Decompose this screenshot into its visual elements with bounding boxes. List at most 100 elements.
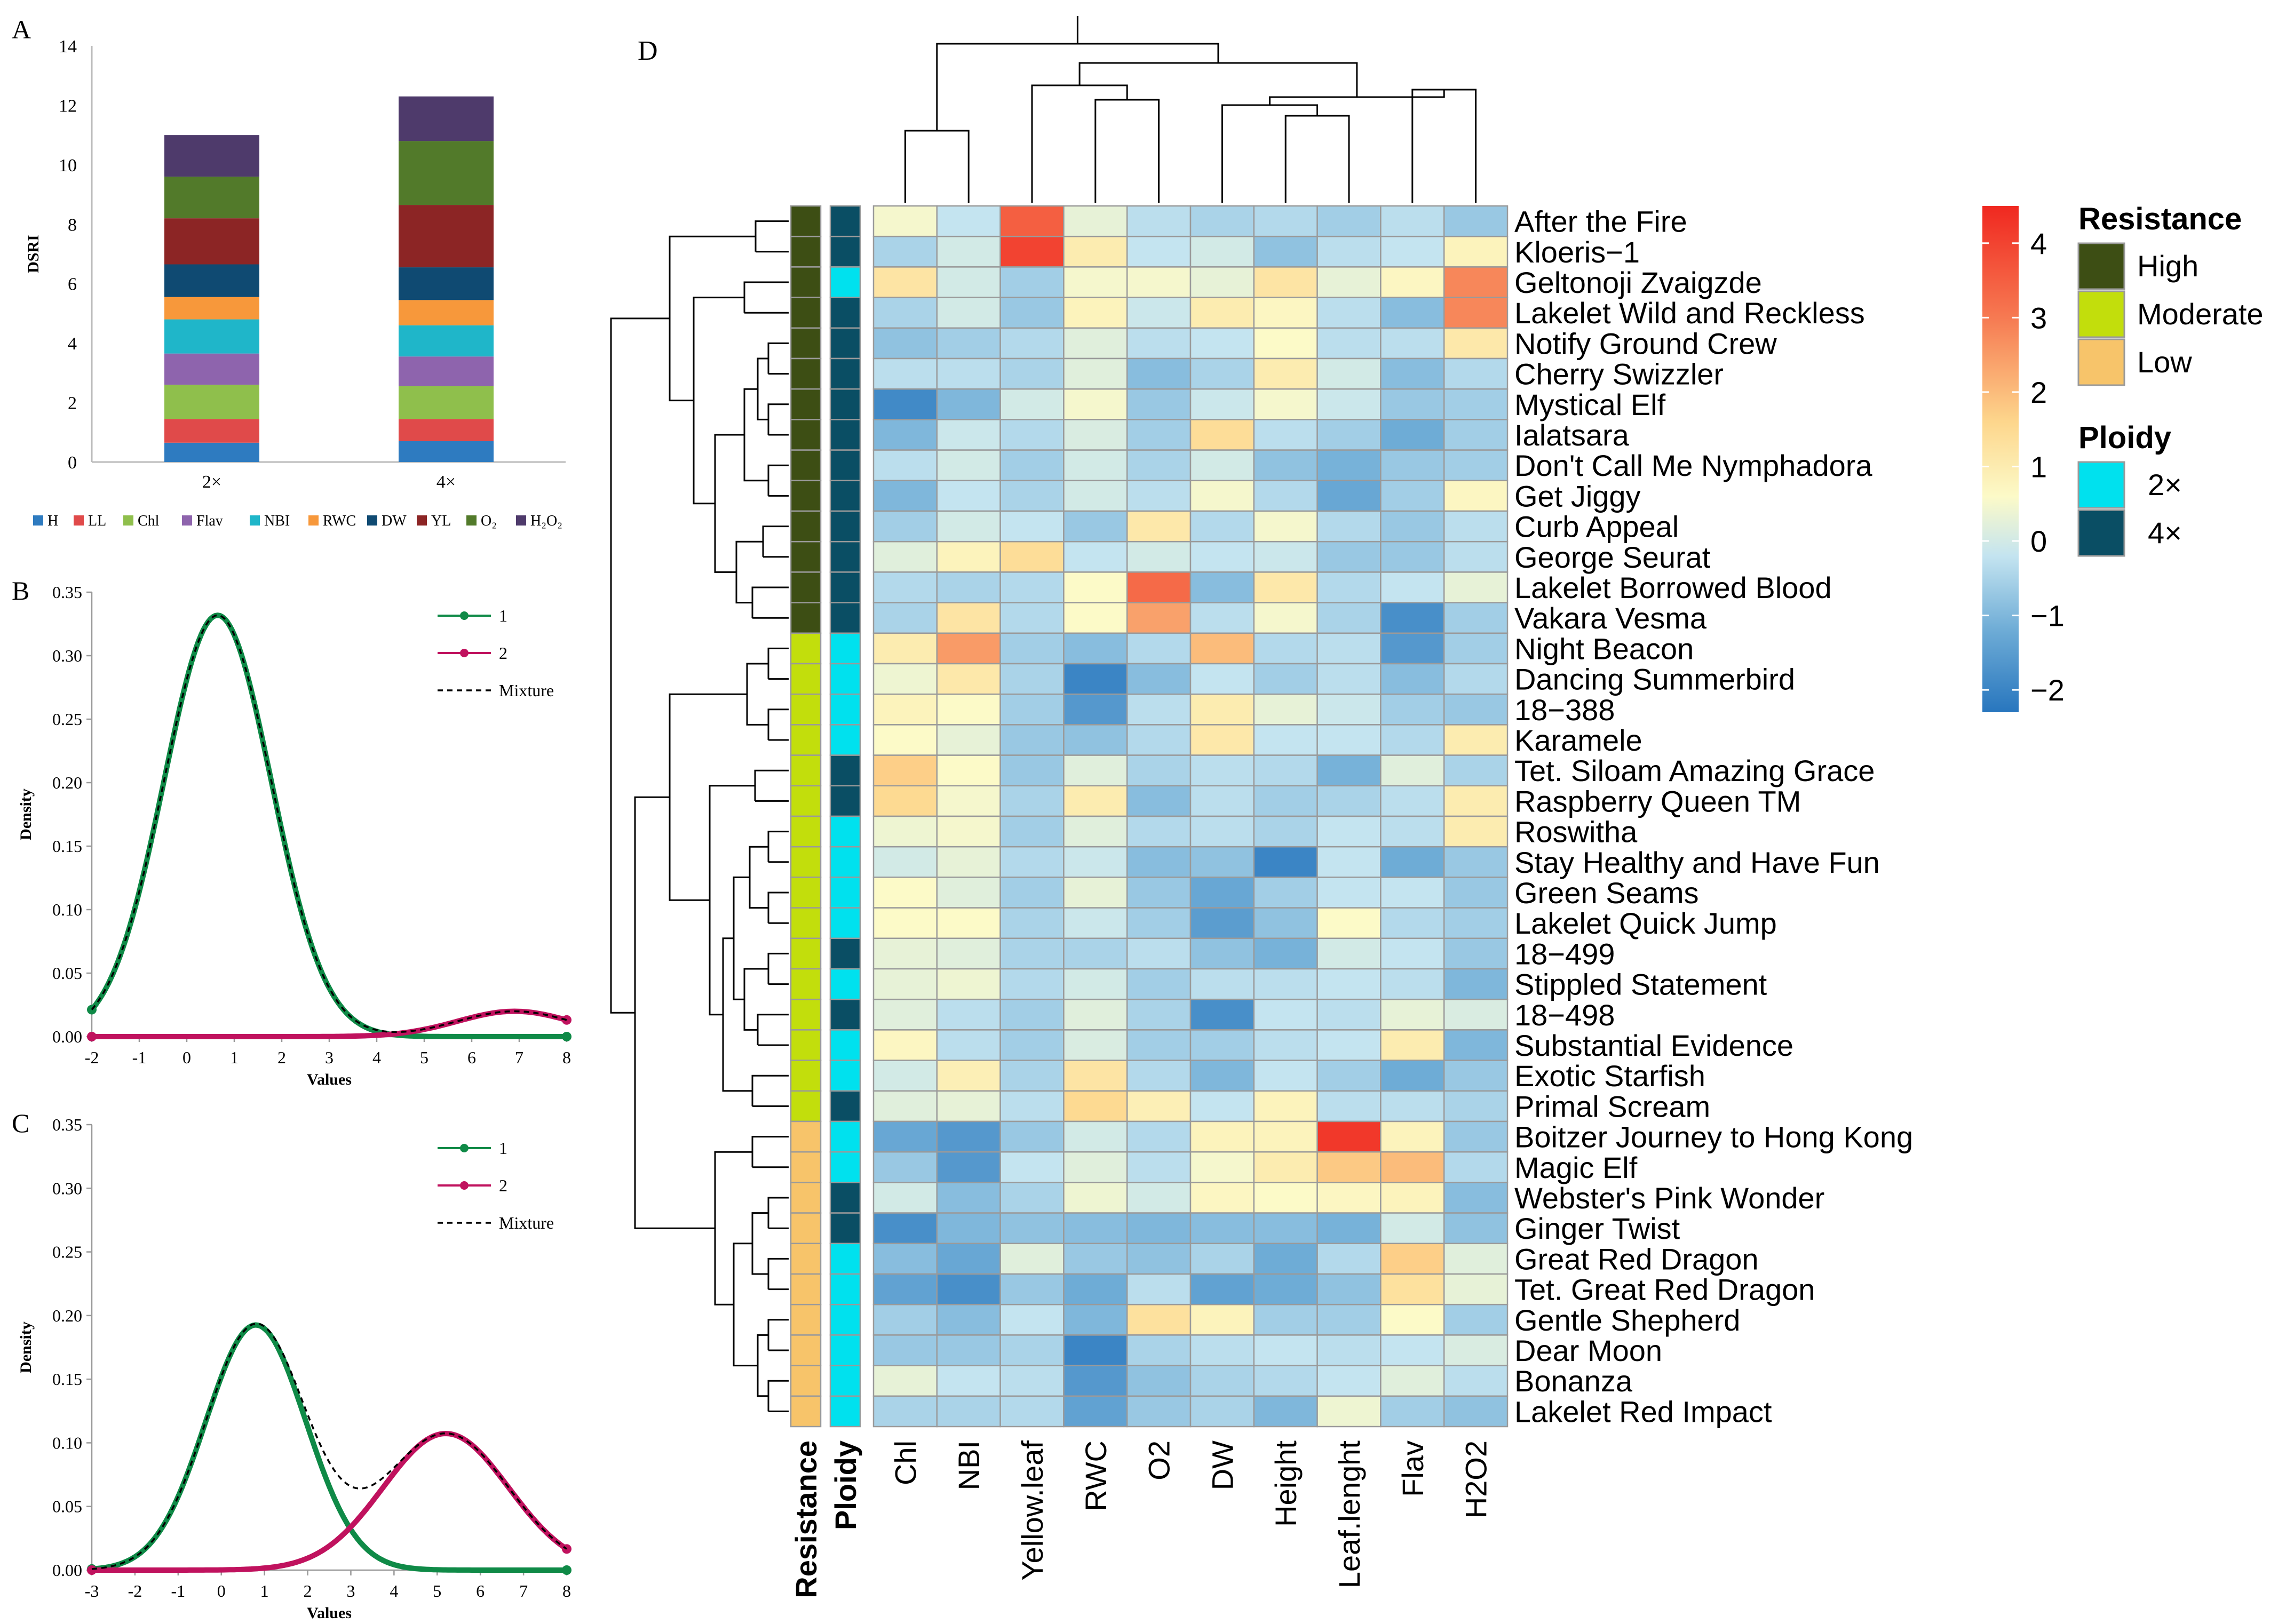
panel-c: C 0.00 0.05 0.10 0.15 0.20 0.25 0.30 0.35 -3 -2 -1 0… [12,1108,572,1622]
heatmap-cell [999,663,1065,695]
y-tick-label: 0.05 [52,964,82,983]
bar-segment-nbi [164,319,259,354]
heatmap-cell [936,357,1001,390]
row-dendrogram-branch [767,952,789,985]
column-label: H2O2 [1459,1440,1493,1518]
heatmap-cell [1189,327,1255,360]
heatmap-cell [1380,571,1445,603]
heatmap-cell [936,1334,1001,1366]
row-label: Notify Ground Crew [1514,327,1777,360]
heatmap-cell [1316,1273,1382,1305]
heatmap-cell [936,937,1001,970]
row-label: Lakelet Borrowed Blood [1514,571,1832,604]
row-label: Roswitha [1514,815,1638,849]
mixture-curve [91,1323,567,1570]
heatmap-cell [999,785,1065,817]
heatmap-cell [1253,510,1318,543]
heatmap-cell [872,1182,938,1214]
heatmap-cell [1443,968,1509,1000]
heatmap-cell [1189,1365,1255,1397]
heatmap-cell [1316,1212,1382,1245]
y-tick-label: 0.30 [52,646,82,665]
heatmap-cell [1443,632,1509,665]
heatmap-cell [1189,1243,1255,1275]
heatmap-cell [872,663,938,695]
heatmap-cell [1126,1029,1192,1061]
row-dendrogram-link [746,663,768,726]
heatmap-cell [1253,1365,1318,1397]
heatmap-cell [1063,388,1128,420]
heatmap-cell [1380,510,1445,543]
resistance-annotation-cell [790,235,822,268]
heatmap-cell [1380,1090,1445,1123]
heatmap-cell [1380,693,1445,726]
bar-segment-flav [164,353,259,385]
heatmap-cell [1126,1243,1192,1275]
heatmap-cell [1443,235,1509,268]
y-tick-label: 0.20 [52,1306,82,1325]
heatmap-cell [1126,297,1192,329]
heatmap-cell [1189,297,1255,329]
row-label: Vakara Vesma [1514,601,1707,635]
heatmap-cell [1253,266,1318,298]
legend-swatch [33,515,43,526]
row-label: Stay Healthy and Have Fun [1514,846,1880,879]
heatmap-cell [1253,877,1318,909]
resistance-annotation-cell [790,1334,822,1366]
heatmap-cell [1189,419,1255,451]
heatmap-cell [1126,724,1192,756]
heatmap-cell [1063,1029,1128,1061]
heatmap-cell [872,1151,938,1183]
x-tick-label: 4 [390,1581,398,1601]
colorbar-tick-label: 3 [2030,301,2047,335]
heatmap-cell [1443,907,1509,940]
curve-end-point [87,1032,97,1041]
heatmap-cell [1189,449,1255,482]
heatmap-cell [872,877,938,909]
heatmap-cell [1253,357,1318,390]
heatmap-cell [936,754,1001,787]
heatmap-cell [1316,1029,1382,1061]
heatmap-cell [872,266,938,298]
heatmap-cell [936,1151,1001,1183]
x-tick-label: -2 [85,1048,99,1067]
component-curve-2 [91,1008,568,1039]
heatmap-cell [936,998,1001,1031]
y-tick-label: 0.20 [52,773,82,792]
heatmap-cell [1063,693,1128,726]
heatmap-cell [999,907,1065,940]
heatmap-cell [1253,724,1318,756]
heatmap-cell [1063,357,1128,390]
row-label: Dear Moon [1514,1334,1662,1367]
heatmap-cell [1316,602,1382,634]
row-dendrogram-link [693,297,744,505]
heatmap-cell [1316,235,1382,268]
heatmap-cell [936,1120,1001,1153]
heatmap-cell [999,327,1065,360]
row-dendrogram-link [714,434,744,573]
row-dendrogram-branch [751,586,789,619]
heatmap-cell [1189,205,1255,237]
x-tick-label: 1 [260,1581,269,1601]
ploidy-annotation-cell [829,693,861,726]
legend-swatch [367,515,377,526]
heatmap-cell [1443,266,1509,298]
heatmap-cell [872,1243,938,1275]
resistance-annotation-cell [790,510,822,543]
heatmap-cell [1189,480,1255,512]
ploidy-annotation-cell [829,1029,861,1061]
heatmap-cell [936,419,1001,451]
heatmap-cell [1253,571,1318,603]
heatmap-cell [1063,419,1128,451]
bar-segment-h₂o₂ [164,135,259,177]
legend-label: 4× [2148,516,2182,550]
heatmap-cell [872,1090,938,1123]
colorbar-tick-label: −2 [2030,673,2065,707]
heatmap-cell [999,235,1065,268]
x-tick-label: 7 [515,1048,523,1067]
heatmap-cell [872,297,938,329]
heatmap-cell [1063,571,1128,603]
row-label: Boitzer Journey to Hong Kong [1514,1120,1913,1154]
ploidy-annotation-cell [829,1090,861,1123]
row-dendrogram-link [722,937,752,1092]
